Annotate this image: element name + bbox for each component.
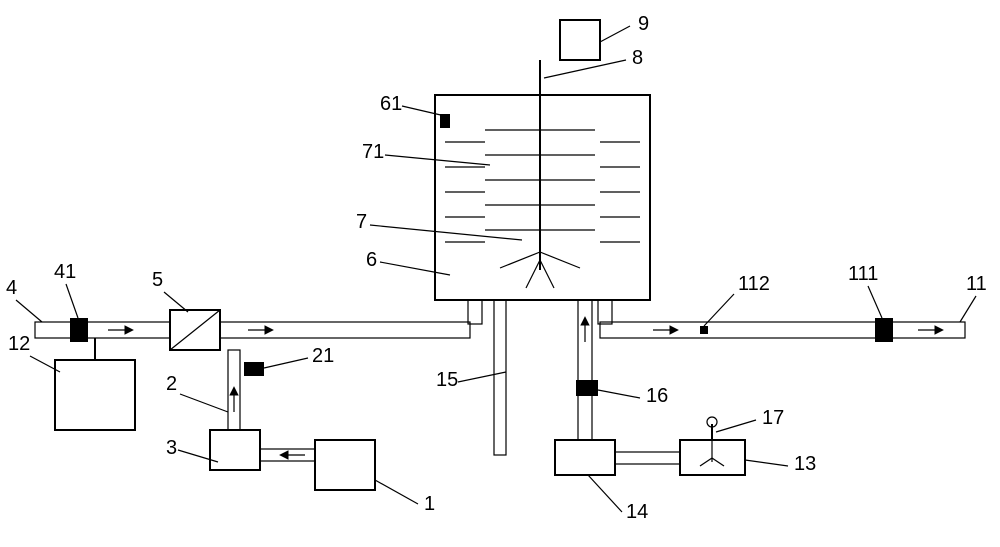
label: 16 xyxy=(646,385,668,407)
label: 3 xyxy=(166,437,177,459)
label: 11 xyxy=(966,273,987,295)
block-14 xyxy=(555,440,615,475)
label: 2 xyxy=(166,373,177,395)
valve-16 xyxy=(576,380,598,396)
sensor-112 xyxy=(700,326,708,334)
leader xyxy=(960,296,976,322)
tank-12 xyxy=(55,360,135,430)
label: 71 xyxy=(362,141,384,163)
label: 7 xyxy=(356,211,367,233)
label: 5 xyxy=(152,269,163,291)
label: 21 xyxy=(312,345,334,367)
label: 17 xyxy=(762,407,784,429)
leader xyxy=(544,60,626,78)
label: 112 xyxy=(738,273,770,295)
valve-41 xyxy=(70,318,88,342)
label: 14 xyxy=(626,501,648,523)
leader xyxy=(745,460,788,466)
leader xyxy=(180,394,228,412)
label: 8 xyxy=(632,47,643,69)
pipe xyxy=(494,300,506,455)
pipe xyxy=(615,452,680,464)
leader xyxy=(264,358,308,368)
leader xyxy=(716,420,756,432)
label: 111 xyxy=(848,263,878,285)
label: 61 xyxy=(380,93,402,115)
leader xyxy=(704,294,734,326)
leader xyxy=(16,300,42,322)
leader xyxy=(375,480,418,504)
leader xyxy=(66,284,78,318)
tank-1 xyxy=(315,440,375,490)
label: 1 xyxy=(424,493,435,515)
label: 12 xyxy=(8,333,30,355)
leader xyxy=(868,286,882,318)
valve-111 xyxy=(875,318,893,342)
sensor-61 xyxy=(440,114,450,128)
label: 13 xyxy=(794,453,816,475)
leader xyxy=(598,390,640,398)
label: 41 xyxy=(54,261,76,283)
leader xyxy=(458,372,506,382)
label: 4 xyxy=(6,277,17,299)
motor-9 xyxy=(560,20,600,60)
label: 15 xyxy=(436,369,458,391)
label: 9 xyxy=(638,13,649,35)
pump-3 xyxy=(210,430,260,470)
leader xyxy=(588,475,622,512)
vessel-6 xyxy=(435,95,650,300)
valve-21 xyxy=(244,362,264,376)
leader xyxy=(600,26,630,42)
label: 6 xyxy=(366,249,377,271)
